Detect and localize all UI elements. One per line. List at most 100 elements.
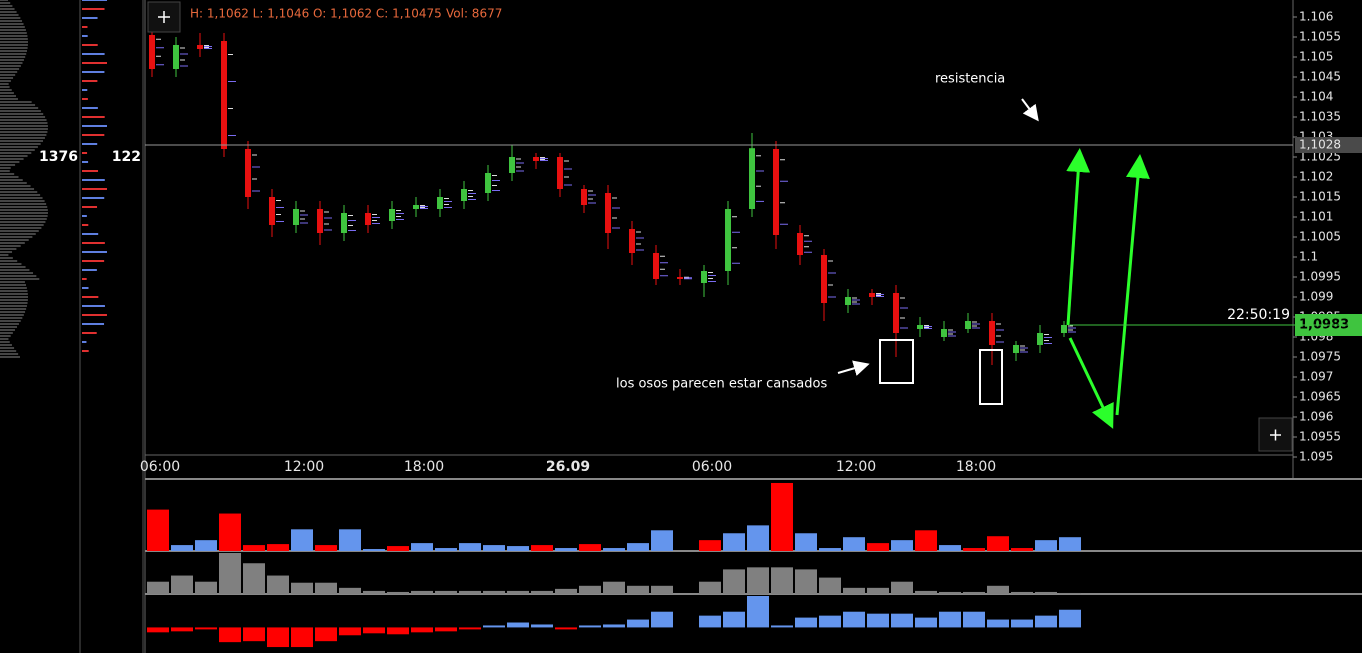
bar — [915, 617, 937, 628]
bar — [867, 587, 889, 594]
bar — [603, 548, 625, 551]
bar — [435, 627, 457, 632]
bar-timer: 22:50:19 — [1227, 307, 1290, 323]
bar — [939, 545, 961, 551]
bar — [699, 540, 721, 551]
bar — [171, 575, 193, 594]
bar — [195, 627, 217, 630]
y-tick-label: 1.104 — [1299, 90, 1333, 104]
candle-body — [389, 209, 395, 221]
y-tick-label: 1.105 — [1299, 50, 1333, 64]
bar — [747, 596, 769, 628]
bar — [1011, 619, 1033, 628]
bar — [363, 590, 385, 594]
candle-body — [629, 229, 635, 253]
candle-body — [509, 157, 515, 173]
bar — [603, 624, 625, 628]
candle-body — [221, 41, 227, 149]
x-tick-label: 18:00 — [404, 459, 444, 475]
profile-value: 1376 — [39, 149, 78, 165]
bar — [915, 590, 937, 594]
bar — [795, 569, 817, 594]
bar — [651, 611, 673, 628]
candle-body — [965, 321, 971, 329]
y-tick-label: 1.1035 — [1299, 110, 1341, 124]
bar — [435, 548, 457, 551]
bar — [987, 585, 1009, 594]
candle-body — [365, 213, 371, 225]
bar — [867, 543, 889, 551]
candle-body — [653, 253, 659, 279]
candle-body — [941, 329, 947, 337]
bar — [555, 627, 577, 630]
bar — [1059, 609, 1081, 628]
bar — [483, 590, 505, 594]
bar — [267, 575, 289, 594]
bar — [315, 582, 337, 594]
bar — [1011, 548, 1033, 551]
plus-icon — [1270, 429, 1281, 441]
bar — [1035, 540, 1057, 551]
bar — [843, 587, 865, 594]
bar — [507, 546, 529, 551]
x-tick-label: 12:00 — [284, 459, 324, 475]
candle-body — [677, 277, 683, 279]
candle-body — [293, 209, 299, 225]
bar — [387, 627, 409, 635]
bar — [555, 588, 577, 594]
volume-info: Vol: 8677 — [446, 7, 502, 21]
bar — [363, 549, 385, 551]
bar — [291, 627, 313, 648]
bar — [651, 530, 673, 551]
annotation-arrow — [837, 360, 870, 376]
y-tick-label: 1.1 — [1299, 250, 1318, 264]
bar — [579, 585, 601, 594]
bar — [1011, 591, 1033, 594]
candle-body — [581, 189, 587, 205]
bar — [411, 543, 433, 551]
bar — [219, 513, 241, 551]
x-tick-label: 06:00 — [692, 459, 732, 475]
bar — [963, 591, 985, 594]
candle-body — [173, 45, 179, 69]
highlight-box — [879, 339, 914, 384]
y-tick-label: 1.1045 — [1299, 70, 1341, 84]
bar — [723, 611, 745, 628]
price-axis: 1.1061.10551.1051.10451.1041.10351.1031.… — [1293, 10, 1362, 464]
bar — [891, 540, 913, 551]
bar — [939, 611, 961, 628]
bar — [771, 482, 793, 551]
candle-body — [1037, 333, 1043, 345]
bar — [963, 548, 985, 551]
bar — [171, 627, 193, 632]
bar — [507, 622, 529, 628]
y-tick-label: 1.106 — [1299, 10, 1333, 24]
bar — [483, 625, 505, 628]
bar — [1059, 592, 1081, 594]
bar — [267, 627, 289, 648]
annotation-text: los osos parecen estar cansados — [616, 377, 827, 392]
bar — [963, 611, 985, 628]
bar — [723, 533, 745, 551]
bar — [339, 529, 361, 551]
bar — [363, 627, 385, 634]
bar — [699, 581, 721, 594]
projection-arrow — [1066, 148, 1091, 326]
bar — [411, 590, 433, 594]
candle-body — [557, 157, 563, 189]
bar — [243, 563, 265, 594]
bar — [843, 537, 865, 551]
candle-body — [437, 197, 443, 209]
bar — [147, 627, 169, 633]
bar — [219, 553, 241, 594]
candle-body — [1061, 325, 1067, 333]
y-tick-label: 1.096 — [1299, 410, 1333, 424]
header: H: 1,1062 L: 1,1046 O: 1,1062 C: 1,10475… — [147, 1, 1293, 452]
bar — [627, 619, 649, 628]
x-tick-label: 26.09 — [546, 459, 590, 475]
bar — [747, 567, 769, 594]
bar — [939, 591, 961, 594]
candle-body — [701, 271, 707, 283]
y-tick-label: 1.0955 — [1299, 430, 1341, 444]
candle-body — [989, 321, 995, 345]
